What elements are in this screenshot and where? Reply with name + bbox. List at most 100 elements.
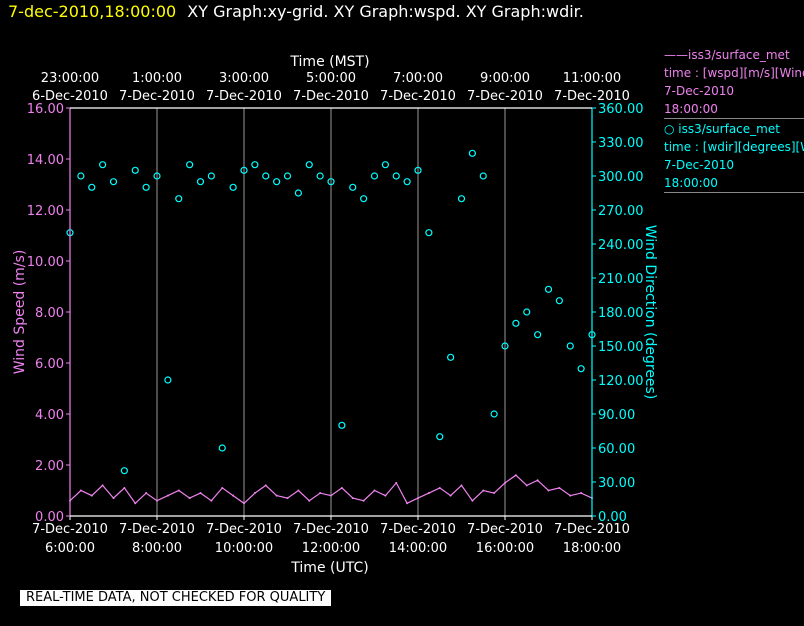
- legend-wspd-line1: ——iss3/surface_met: [664, 48, 790, 62]
- wdir-point: [153, 172, 161, 180]
- wspd-point: [308, 499, 311, 502]
- top-tick-time: 1:00:00: [132, 71, 182, 86]
- wdir-point: [425, 229, 433, 237]
- bottom-tick-date: 7-Dec-2010: [380, 522, 456, 537]
- wspd-point: [536, 479, 539, 482]
- wdir-point: [164, 376, 172, 384]
- wdir-point: [534, 331, 542, 339]
- right-tick-label: 270.00: [598, 204, 644, 219]
- legend-wdir-line2: time : [wdir][degrees][W: [664, 140, 804, 154]
- wdir-point: [403, 178, 411, 186]
- bottom-tick-date: 7-Dec-2010: [467, 522, 543, 537]
- top-tick-time: 5:00:00: [306, 71, 356, 86]
- top-tick-time: 23:00:00: [41, 71, 99, 86]
- wspd-point: [243, 502, 245, 505]
- wdir-point: [99, 161, 107, 169]
- wspd-point: [482, 489, 485, 492]
- wdir-point: [381, 161, 389, 169]
- wdir-point: [131, 166, 139, 174]
- wspd-point: [90, 494, 93, 497]
- wspd-point: [395, 481, 398, 484]
- legend-wspd: ——iss3/surface_met time : [wspd][m/s][Wi…: [664, 46, 804, 118]
- wdir-point: [370, 172, 379, 180]
- wdir-point: [479, 172, 487, 180]
- left-tick-label: 14.00: [27, 153, 64, 168]
- grid-layer: [69, 108, 593, 516]
- left-tick-label: 16.00: [27, 102, 64, 117]
- top-tick-time: 7:00:00: [393, 71, 443, 86]
- left-tick-label: 4.00: [35, 408, 64, 423]
- bottom-tick-time: 10:00:00: [215, 541, 273, 556]
- wdir-point: [109, 178, 118, 186]
- wdir-point: [77, 172, 85, 180]
- wspd-point: [373, 489, 376, 492]
- bottom-tick-time: 12:00:00: [302, 541, 360, 556]
- wdir-point: [392, 172, 400, 180]
- wspd-point: [166, 494, 169, 497]
- wspd-point: [547, 489, 550, 492]
- wspd-point: [438, 486, 441, 489]
- right-tick-label: 150.00: [598, 340, 644, 355]
- wdir-point: [305, 161, 313, 169]
- top-axis-title: Time (MST): [289, 54, 369, 70]
- legend-divider: [664, 118, 804, 119]
- bottom-tick-time: 6:00:00: [45, 541, 95, 556]
- wspd-point: [177, 489, 180, 492]
- wspd-point: [514, 474, 517, 477]
- wspd-point: [558, 486, 561, 489]
- wdir-point: [240, 166, 248, 174]
- right-tick-label: 60.00: [598, 442, 635, 457]
- wdir-point: [327, 178, 335, 186]
- header-date: 7-dec-2010,18:00:00: [8, 2, 177, 21]
- right-axis-title: Wind Direction (degrees): [642, 225, 658, 400]
- bottom-tick-date: 7-Dec-2010: [554, 522, 630, 537]
- bottom-tick-date: 7-Dec-2010: [206, 522, 282, 537]
- left-tick-label: 12.00: [27, 204, 64, 219]
- bottom-tick-time: 14:00:00: [389, 541, 447, 556]
- legend-wdir-line4: 18:00:00: [664, 176, 718, 190]
- wdir-point: [120, 467, 128, 475]
- wdir-point: [501, 342, 509, 350]
- left-tick-label: 8.00: [35, 306, 64, 321]
- wdir-point: [283, 172, 292, 180]
- wdir-point: [360, 195, 368, 203]
- wdir-point: [218, 444, 226, 452]
- top-tick-date: 7-Dec-2010: [380, 89, 456, 104]
- top-tick-time: 9:00:00: [480, 71, 530, 86]
- wspd-point: [199, 492, 202, 495]
- wspd-point: [330, 494, 332, 497]
- wspd-series: [69, 474, 593, 505]
- wdir-point: [294, 189, 302, 197]
- wdir-point: [338, 421, 346, 429]
- wdir-point: [273, 178, 281, 186]
- right-tick-label: 240.00: [598, 238, 644, 253]
- wspd-point: [493, 492, 496, 495]
- wdir-point: [196, 178, 205, 186]
- wspd-point: [340, 486, 343, 489]
- wspd-point: [123, 486, 126, 489]
- wdir-point: [468, 149, 476, 157]
- wspd-point: [460, 484, 463, 487]
- wspd-point: [145, 492, 148, 495]
- right-tick-label: 360.00: [598, 102, 644, 117]
- bottom-tick-time: 18:00:00: [563, 541, 621, 556]
- wdir-point: [186, 161, 194, 169]
- right-tick-label: 30.00: [598, 476, 635, 491]
- wspd-point: [504, 481, 506, 484]
- bottom-tick-date: 7-Dec-2010: [119, 522, 195, 537]
- bottom-axis-title: Time (UTC): [290, 560, 368, 576]
- left-axis-title: Wind Speed (m/s): [12, 250, 28, 375]
- wspd-point: [525, 484, 528, 487]
- wspd-point: [188, 497, 191, 500]
- wspd-point: [221, 486, 224, 489]
- wdir-point: [316, 172, 324, 180]
- wspd-point: [569, 494, 572, 497]
- legend-wdir-line1: ○ iss3/surface_met: [664, 122, 780, 136]
- legend-wspd-line3: 7-Dec-2010: [664, 84, 735, 98]
- graph-header: 7-dec-2010,18:00:00 XY Graph:xy-grid. XY…: [8, 2, 584, 21]
- quality-disclaimer: REAL-TIME DATA, NOT CHECKED FOR QUALITY: [20, 590, 332, 606]
- bottom-tick-date: 7-Dec-2010: [293, 522, 369, 537]
- left-tick-label: 6.00: [35, 357, 64, 372]
- wspd-point: [427, 492, 430, 495]
- wspd-point: [297, 489, 300, 492]
